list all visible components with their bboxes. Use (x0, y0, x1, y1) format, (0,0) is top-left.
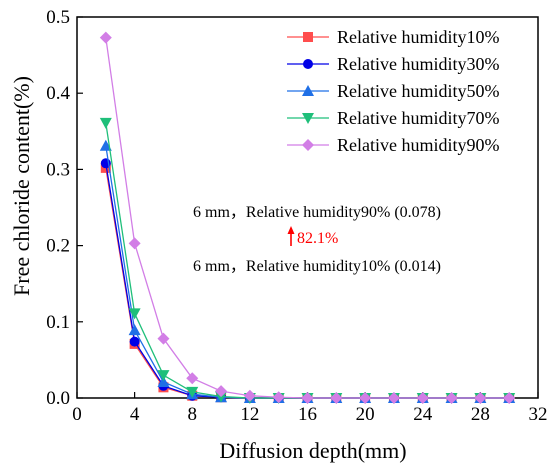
legend-marker (303, 59, 313, 69)
series-2 (100, 158, 515, 403)
legend-entry: Relative humidity90% (287, 135, 499, 155)
x-tick-label: 12 (240, 404, 259, 425)
data-point (157, 332, 170, 345)
series-line (105, 167, 510, 399)
axes: 0 4 8 12 16 20 24 28 32 0.0 0.1 0.2 0.3 0.4 0.5 (46, 7, 547, 425)
data-point (474, 392, 487, 404)
data-point (272, 391, 285, 404)
y-tick-label: 0.2 (46, 236, 70, 257)
y-tick-label: 0.4 (46, 83, 70, 104)
x-tick-label: 32 (529, 404, 548, 425)
data-point (186, 386, 199, 398)
legend-marker (302, 139, 314, 151)
data-point (359, 392, 372, 404)
y-tick-label: 0.3 (46, 159, 70, 180)
legend-entry: Relative humidity30% (287, 54, 499, 74)
x-tick-label: 8 (188, 404, 198, 425)
data-point (330, 392, 343, 404)
legend-marker (302, 85, 314, 96)
series-5 (99, 31, 516, 404)
data-point (129, 336, 140, 347)
data-point (301, 392, 314, 404)
data-point (99, 139, 112, 151)
annotations: 6 mm，Relative humidity90% (0.078) 82.1% … (193, 204, 441, 275)
data-point (243, 389, 256, 402)
legend-label: Relative humidity10% (337, 27, 499, 47)
y-axis-title: Free chloride content(%) (9, 76, 34, 296)
x-tick-label: 4 (130, 404, 140, 425)
data-point (416, 392, 429, 404)
series-layer (99, 31, 516, 404)
data-point (128, 308, 141, 320)
data-point (186, 372, 199, 385)
legend-label: Relative humidity90% (337, 135, 499, 155)
data-point (157, 375, 170, 387)
data-point (157, 370, 170, 382)
x-tick-label: 28 (471, 404, 490, 425)
x-tick-label: 20 (356, 404, 375, 425)
y-tick-label: 0.0 (46, 388, 70, 409)
x-tick-label: 16 (298, 404, 317, 425)
x-tick-label: 24 (413, 404, 433, 425)
annotation-increase: 82.1% (297, 230, 338, 247)
series-line (105, 163, 510, 399)
series-1 (100, 162, 515, 403)
data-point (128, 237, 141, 250)
data-point (503, 392, 516, 404)
legend: Relative humidity10% Relative humidity30%… (287, 27, 499, 155)
data-point (387, 392, 400, 404)
legend-entry: Relative humidity70% (287, 108, 499, 128)
legend-label: Relative humidity70% (337, 108, 499, 128)
legend-label: Relative humidity50% (337, 81, 499, 101)
annotation-top: 6 mm，Relative humidity90% (0.078) (193, 204, 441, 221)
data-point (128, 324, 141, 336)
legend-marker (303, 32, 313, 42)
data-point (445, 392, 458, 404)
legend-marker (302, 113, 314, 124)
y-tick-label: 0.1 (46, 312, 70, 333)
annotation-bottom: 6 mm，Relative humidity10% (0.014) (193, 258, 441, 275)
legend-label: Relative humidity30% (337, 54, 499, 74)
data-point (215, 385, 228, 398)
y-tick-label: 0.5 (46, 7, 70, 28)
legend-entry: Relative humidity50% (287, 81, 499, 101)
data-point (99, 31, 112, 44)
x-axis-title: Diffusion depth(mm) (219, 438, 406, 463)
x-tick-label: 0 (72, 404, 82, 425)
data-point (99, 117, 112, 129)
increase-arrow-icon (287, 226, 295, 246)
legend-entry: Relative humidity10% (287, 27, 499, 47)
